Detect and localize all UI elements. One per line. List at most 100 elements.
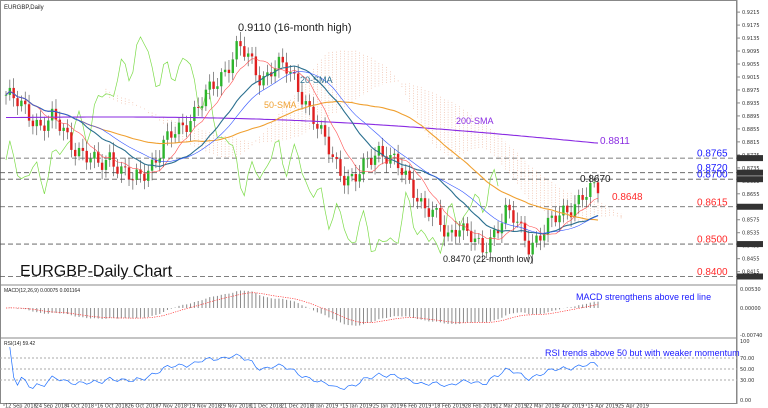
candle-body [293,71,296,74]
price-tick-label: 0.8575 [742,218,760,224]
tenkan-line [5,58,599,240]
level-label: 0.8765 [697,149,728,160]
candle-body [393,153,396,156]
date-tick-label: 6 Feb 2019 [403,404,431,408]
candle-body [523,222,527,241]
date-tick-label: 7 Nov 2018 [158,404,187,408]
price-tick-label: 0.9175 [742,23,760,29]
candle-body [35,119,38,127]
candle-body [181,122,185,126]
candle-body [366,158,369,160]
candle-body [243,46,246,57]
candle-body [231,59,235,74]
date-tick-label: 12 Mar 2019 [495,404,527,408]
candle-body [289,71,292,74]
current-price-label: 0.8648 [612,192,643,203]
candle-body [581,195,584,200]
candle-body [469,230,473,243]
candle-body [266,72,269,77]
macd-tick-zero: 0.00000 [740,306,761,312]
candle-body [66,127,69,133]
candle-body [350,173,354,177]
candle-body [585,196,588,200]
candle-body [316,123,319,129]
candle-body [77,147,81,157]
candle-body [143,173,146,181]
candle-body [93,151,96,159]
candle-body [89,158,92,163]
candle-body [416,197,419,202]
candle-body [262,76,265,86]
candle-body [50,108,54,121]
candle-body [312,106,315,124]
candle-body [139,169,142,174]
price-tick-label: 0.9015 [742,75,760,81]
price-tick-label: 0.9095 [742,49,760,55]
candle-body [135,169,138,180]
candle-body [404,170,407,175]
candle-body [377,145,381,156]
candle-body [31,120,35,127]
candle-body [58,119,62,131]
candle-body [458,230,461,237]
candle-body [73,149,77,157]
low-annotation: 0.8470 (22-month low) [443,254,533,264]
macd-tick-bottom: -0.00740 [740,333,762,339]
price-tick-label: 0.9055 [742,62,760,68]
candle-body [542,234,546,241]
candle-body [296,73,300,93]
candle-body [577,195,580,205]
candle-body [154,159,158,163]
candle-body [346,176,350,186]
date-tick-label: 21 Dec 2018 [281,404,313,408]
candle-body [589,182,592,197]
level-axis-tag [737,176,763,183]
candle-body [400,168,404,175]
candle-body [331,154,334,157]
candle-body [108,152,111,160]
date-tick-label: 12 Sep 2018 [5,404,37,408]
candle-body [385,156,388,164]
date-tick-label: 18 Feb 2019 [434,404,465,408]
candle-body [554,215,557,223]
date-tick-label: 11 Dec 2018 [250,404,282,408]
price-axis-ticks: 0.9215 0.9175 0.9135 0.9095 0.9055 0.9015 0.89… [737,10,760,276]
candle-body [335,156,338,160]
high-annotation: 0.9110 (16-month high) [238,22,352,34]
macd-title: MACD(12,26,9) 0.00075 0.001164 [4,288,80,294]
candle-body [254,56,258,76]
date-tick-label: 3 Jan 2019 [312,404,339,408]
candle-body [166,131,169,140]
candle-body [208,81,211,90]
date-tick-label: 25 Jan 2019 [373,404,403,408]
candle-body [466,223,469,231]
candle-body [443,224,446,237]
candle-body [592,182,596,184]
price-tick-label: 0.8855 [742,127,760,133]
price-tick-label: 0.8895 [742,114,760,120]
sma-50-line [5,90,599,221]
candle-body [512,210,515,223]
candle-body [323,125,327,137]
candle-body [562,205,565,216]
date-tick-label: 28 Feb 2019 [465,404,496,408]
price-tick-label: 0.8655 [742,192,760,198]
sma-20-label: 20-SMA [300,75,333,85]
level-axis-tag [737,241,763,248]
macd-annotation: MACD strengthens above red line [576,292,711,302]
price-tick-label: 0.8535 [742,231,760,237]
candle-body [504,204,507,224]
kijun-line [5,71,599,234]
macd-tick-top: 0.00530 [740,287,761,293]
date-tick-label: 3 Apr 2019 [557,404,585,408]
chart-frame [0,0,737,404]
candle-body [450,229,454,233]
date-tick-label: 26 Oct 2018 [128,404,159,408]
sma-200-label: 200-SMA [456,116,494,126]
candle-body [189,121,192,132]
level-axis-tag [737,203,763,210]
candle-body [158,158,161,163]
level-axis-tag [737,169,763,176]
